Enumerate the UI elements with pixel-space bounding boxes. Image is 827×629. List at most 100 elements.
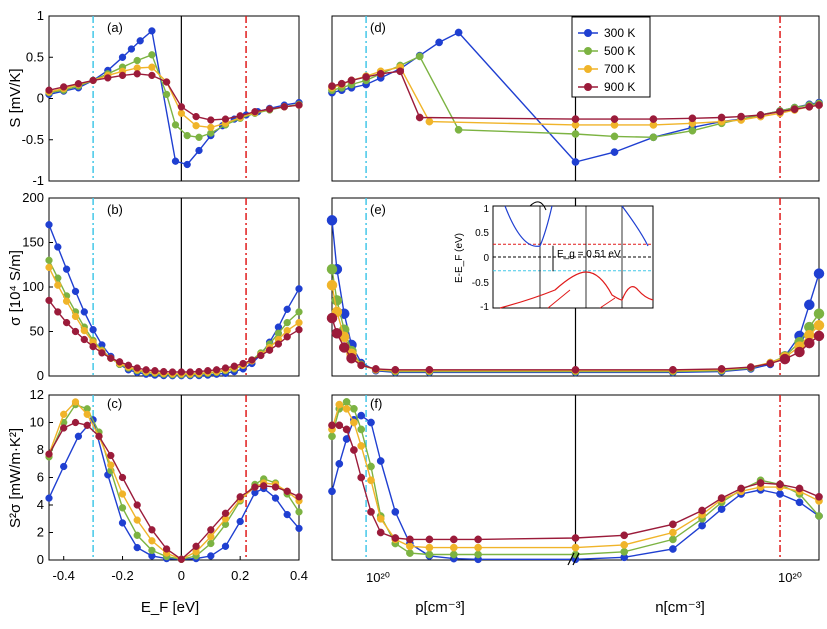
data-point-c-2 <box>107 461 115 469</box>
data-point-e-3 <box>346 352 357 364</box>
data-point-d-3 <box>396 67 405 76</box>
data-point-d-3 <box>337 79 346 88</box>
data-point-c-3 <box>283 487 291 495</box>
data-point-b-0 <box>45 221 53 229</box>
data-point-c-3 <box>260 482 268 490</box>
data-point-b-3 <box>230 362 238 370</box>
data-point-f-1 <box>328 432 336 441</box>
data-point-a-1 <box>162 90 171 99</box>
data-point-f-2 <box>425 543 434 552</box>
data-point-f-3 <box>376 528 385 537</box>
data-point-b-1 <box>274 329 283 337</box>
data-point-b-3 <box>45 296 53 305</box>
data-point-d-1 <box>454 125 463 134</box>
data-point-d-1 <box>415 52 424 61</box>
data-point-b-3 <box>80 335 88 344</box>
inset-ytick-neg1: -1 <box>480 302 489 313</box>
data-point-c-0 <box>295 524 303 533</box>
data-point-d-3 <box>362 73 370 81</box>
data-point-a-2 <box>192 122 200 130</box>
xtick-label-c: -0.4 <box>53 568 75 583</box>
data-point-f-3 <box>406 535 414 544</box>
data-point-e-3 <box>338 342 350 353</box>
ytick-label-c: 0 <box>37 552 44 567</box>
data-point-f-2 <box>335 400 344 409</box>
data-point-f-2 <box>376 514 385 523</box>
data-point-f-3 <box>698 506 706 515</box>
data-point-a-2 <box>207 123 215 132</box>
data-point-a-0 <box>183 160 191 169</box>
inset-ytick-1: 1 <box>483 204 489 215</box>
inset-ytick-0: 0 <box>483 253 489 264</box>
data-point-c-0 <box>74 432 83 440</box>
data-point-a-1 <box>148 51 156 59</box>
data-point-d-3 <box>347 76 356 85</box>
data-point-e-1 <box>326 263 338 275</box>
data-point-b-2 <box>283 326 291 335</box>
data-point-e-3 <box>813 330 825 342</box>
data-point-c-2 <box>83 410 91 418</box>
xtick-label-c: 0 <box>178 568 185 583</box>
data-point-e-3 <box>371 365 380 373</box>
data-point-f-2 <box>620 541 629 549</box>
data-point-b-3 <box>98 349 106 357</box>
data-point-c-2 <box>133 516 141 524</box>
data-point-a-3 <box>221 115 230 123</box>
ytick-label-b: 0 <box>37 368 44 383</box>
data-point-b-2 <box>80 326 88 335</box>
data-point-e-3 <box>571 365 580 374</box>
data-point-f-2 <box>367 476 375 485</box>
data-point-d-3 <box>737 112 745 121</box>
data-point-f-3 <box>449 535 458 544</box>
data-point-f-0 <box>376 457 385 465</box>
panel-frame-b <box>48 197 300 377</box>
data-point-e-3 <box>391 365 400 374</box>
ylabel-c: S²σ [mW/m·K²] <box>7 428 24 528</box>
data-point-d-3 <box>756 111 765 119</box>
inset-gap-label: E_g = 0.51 eV <box>557 249 621 260</box>
data-point-c-3 <box>83 421 91 429</box>
data-point-e-0 <box>813 268 825 279</box>
data-point-b-3 <box>283 333 291 341</box>
ytick-label-c: 6 <box>37 470 44 485</box>
data-point-e-0 <box>326 215 338 226</box>
legend-marker-0 <box>584 29 592 37</box>
ytick-label-a: 1 <box>37 8 44 23</box>
data-point-d-3 <box>815 101 823 109</box>
data-point-c-3 <box>236 493 244 501</box>
data-point-f-1 <box>669 535 677 544</box>
data-point-c-3 <box>271 483 280 491</box>
data-point-b-3 <box>239 359 247 368</box>
inset-upper-band <box>529 201 547 211</box>
data-point-c-0 <box>221 542 230 550</box>
data-point-c-0 <box>133 543 141 552</box>
data-point-b-2 <box>62 297 71 305</box>
data-point-f-3 <box>669 520 677 529</box>
ytick-label-c: 12 <box>30 387 44 402</box>
data-point-c-3 <box>95 432 103 440</box>
panel-label-b: (b) <box>107 202 123 217</box>
legend: 300 K 500 K 700 K 900 K <box>571 16 651 98</box>
data-point-e-3 <box>794 346 805 358</box>
data-point-b-3 <box>221 364 230 372</box>
data-point-c-3 <box>60 424 68 432</box>
data-point-f-1 <box>406 549 414 557</box>
xlabel-hole: p[cm⁻³] <box>415 599 465 616</box>
data-point-c-3 <box>148 526 156 534</box>
data-point-f-0 <box>367 418 375 427</box>
data-point-c-3 <box>221 509 230 517</box>
data-point-a-2 <box>148 63 156 71</box>
data-point-f-2 <box>406 542 414 551</box>
data-point-f-2 <box>342 404 351 413</box>
data-point-a-3 <box>45 86 53 94</box>
data-point-f-0 <box>357 411 366 420</box>
data-point-e-3 <box>425 365 434 374</box>
data-point-b-3 <box>71 327 80 336</box>
data-point-a-3 <box>162 78 171 86</box>
data-point-c-2 <box>71 398 80 406</box>
data-point-d-3 <box>717 113 726 122</box>
data-point-a-3 <box>104 74 112 82</box>
data-point-c-0 <box>236 517 244 526</box>
data-point-f-0 <box>335 459 344 468</box>
